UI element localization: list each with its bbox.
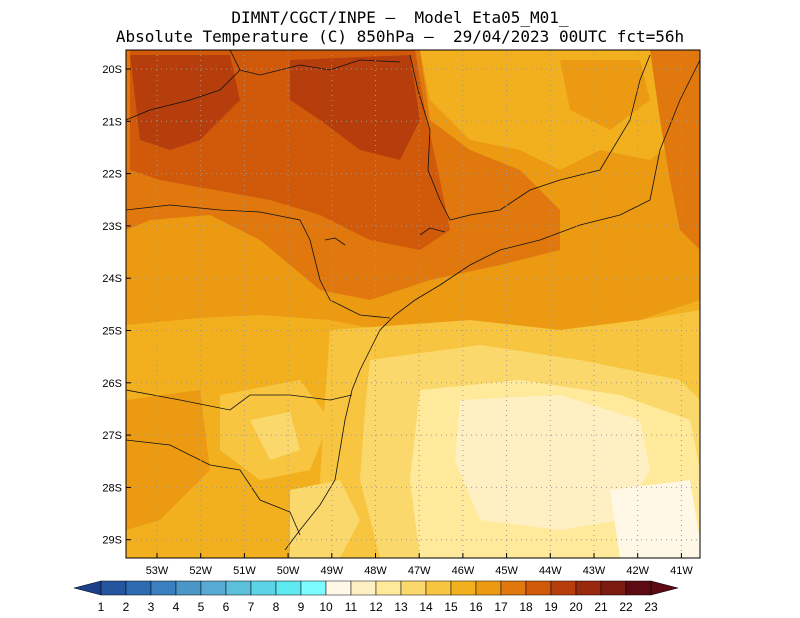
lon-label: 41W — [670, 565, 693, 577]
lon-label: 53W — [146, 565, 169, 577]
atlantic-coastline — [284, 59, 700, 551]
state-border-pr-sc — [126, 389, 353, 411]
colorbar-label: 22 — [619, 600, 633, 614]
lat-label: 26S — [102, 378, 122, 390]
colorbar-cell — [275, 580, 302, 596]
colorbar-label: 23 — [644, 600, 658, 614]
reservoir-outline — [324, 237, 346, 246]
colorbar-label: 13 — [394, 600, 408, 614]
state-border-sc-rs — [126, 439, 301, 536]
colorbar-label: 14 — [419, 600, 433, 614]
field-14-inland — [250, 412, 300, 460]
colorbar-arrow-right — [650, 580, 679, 596]
colorbar-label: 20 — [569, 600, 583, 614]
field-17-sw — [126, 390, 210, 530]
colorbar-cell — [450, 580, 477, 596]
plot-frame — [125, 49, 701, 559]
colorbar-label: 16 — [469, 600, 483, 614]
lon-label: 44W — [539, 565, 562, 577]
colorbar-cell — [250, 580, 277, 596]
colorbar-label: 17 — [494, 600, 508, 614]
colorbar-label: 3 — [148, 600, 155, 614]
lon-label: 47W — [408, 565, 431, 577]
colorbar-label: 5 — [198, 600, 205, 614]
chart-title-line-1: DIMNT/CGCT/INPE – Model Eta05_M01_ — [231, 8, 569, 27]
lat-label: 25S — [102, 326, 122, 338]
colorbar: 1 2 3 4 5 6 7 8 9 10 11 12 13 14 15 16 17 18 19 20 21 22 23 — [73, 580, 679, 614]
colorbar-label: 6 — [223, 600, 230, 614]
graticule — [126, 50, 700, 558]
lat-label: 24S — [102, 273, 122, 285]
colorbar-cell — [525, 580, 552, 596]
lon-label: 49W — [320, 565, 343, 577]
lon-label: 42W — [626, 565, 649, 577]
colorbar-cell — [225, 580, 252, 596]
lat-label: 20S — [102, 64, 122, 76]
colorbar-label: 8 — [273, 600, 280, 614]
lon-label: 50W — [277, 565, 300, 577]
field-14-south — [290, 480, 360, 558]
coastline-borders — [126, 50, 700, 551]
colorbar-cell — [100, 580, 127, 596]
lon-label: 43W — [583, 565, 606, 577]
colorbar-label: 19 — [544, 600, 558, 614]
colorbar-label: 11 — [345, 600, 358, 614]
lon-label: 46W — [452, 565, 475, 577]
colorbar-cell — [375, 580, 402, 596]
colorbar-cell — [125, 580, 152, 596]
colorbar-label: 15 — [444, 600, 458, 614]
colorbar-cell — [350, 580, 377, 596]
lon-label: 48W — [364, 565, 387, 577]
colorbar-cell — [575, 580, 602, 596]
colorbar-label: 12 — [369, 600, 383, 614]
colorbar-arrow-left — [73, 580, 102, 596]
lon-label: 52W — [189, 565, 212, 577]
state-border-ms — [126, 69, 241, 121]
lat-label: 21S — [102, 116, 122, 128]
colorbar-label: 21 — [594, 600, 608, 614]
colorbar-cell — [500, 580, 527, 596]
colorbar-cell — [200, 580, 227, 596]
colorbar-label: 18 — [519, 600, 533, 614]
lat-label: 23S — [102, 221, 122, 233]
colorbar-cell — [550, 580, 577, 596]
colorbar-cell — [325, 580, 352, 596]
colorbar-cell — [300, 580, 327, 596]
lat-label: 29S — [102, 535, 122, 547]
colorbar-label: 2 — [123, 600, 130, 614]
colorbar-cell — [425, 580, 452, 596]
temperature-field — [126, 50, 700, 558]
field-12 — [455, 395, 650, 530]
state-border-sp-pr — [126, 204, 391, 319]
colorbar-label: 4 — [173, 600, 180, 614]
lat-label: 28S — [102, 482, 122, 494]
colorbar-label: 7 — [248, 600, 255, 614]
colorbar-cell — [625, 580, 652, 596]
colorbar-label: 9 — [298, 600, 305, 614]
latitude-labels: 20S 21S 22S 23S 24S 25S 26S 27S 28S 29S — [102, 64, 131, 547]
colorbar-cell — [475, 580, 502, 596]
field-20-north — [290, 55, 420, 160]
lake-outline — [419, 227, 446, 236]
lat-label: 27S — [102, 430, 122, 442]
lon-label: 45W — [495, 565, 518, 577]
colorbar-cell — [600, 580, 627, 596]
colorbar-label: 10 — [319, 600, 333, 614]
chart-title-line-2: Absolute Temperature (C) 850hPa – 29/04/… — [115, 27, 685, 46]
field-18-east — [650, 50, 700, 250]
field-17-ne — [560, 60, 650, 130]
longitude-labels: 53W 52W 51W 50W 49W 48W 47W 46W 45W 44W 43W 42W 41W — [146, 553, 693, 577]
field-11 — [610, 480, 700, 558]
state-border-mg-es — [409, 54, 651, 221]
lon-label: 51W — [233, 565, 256, 577]
colorbar-cell — [400, 580, 427, 596]
colorbar-label: 1 — [98, 600, 105, 614]
lat-label: 22S — [102, 169, 122, 181]
colorbar-cell — [150, 580, 177, 596]
field-20-west — [130, 55, 240, 150]
colorbar-cell — [175, 580, 202, 596]
